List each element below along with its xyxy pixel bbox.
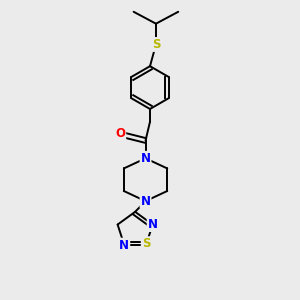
Text: N: N (148, 218, 158, 231)
Text: N: N (119, 239, 129, 252)
Text: N: N (140, 195, 151, 208)
Text: S: S (152, 38, 160, 51)
Text: O: O (115, 128, 125, 140)
Text: S: S (142, 237, 150, 250)
Text: N: N (140, 152, 151, 165)
